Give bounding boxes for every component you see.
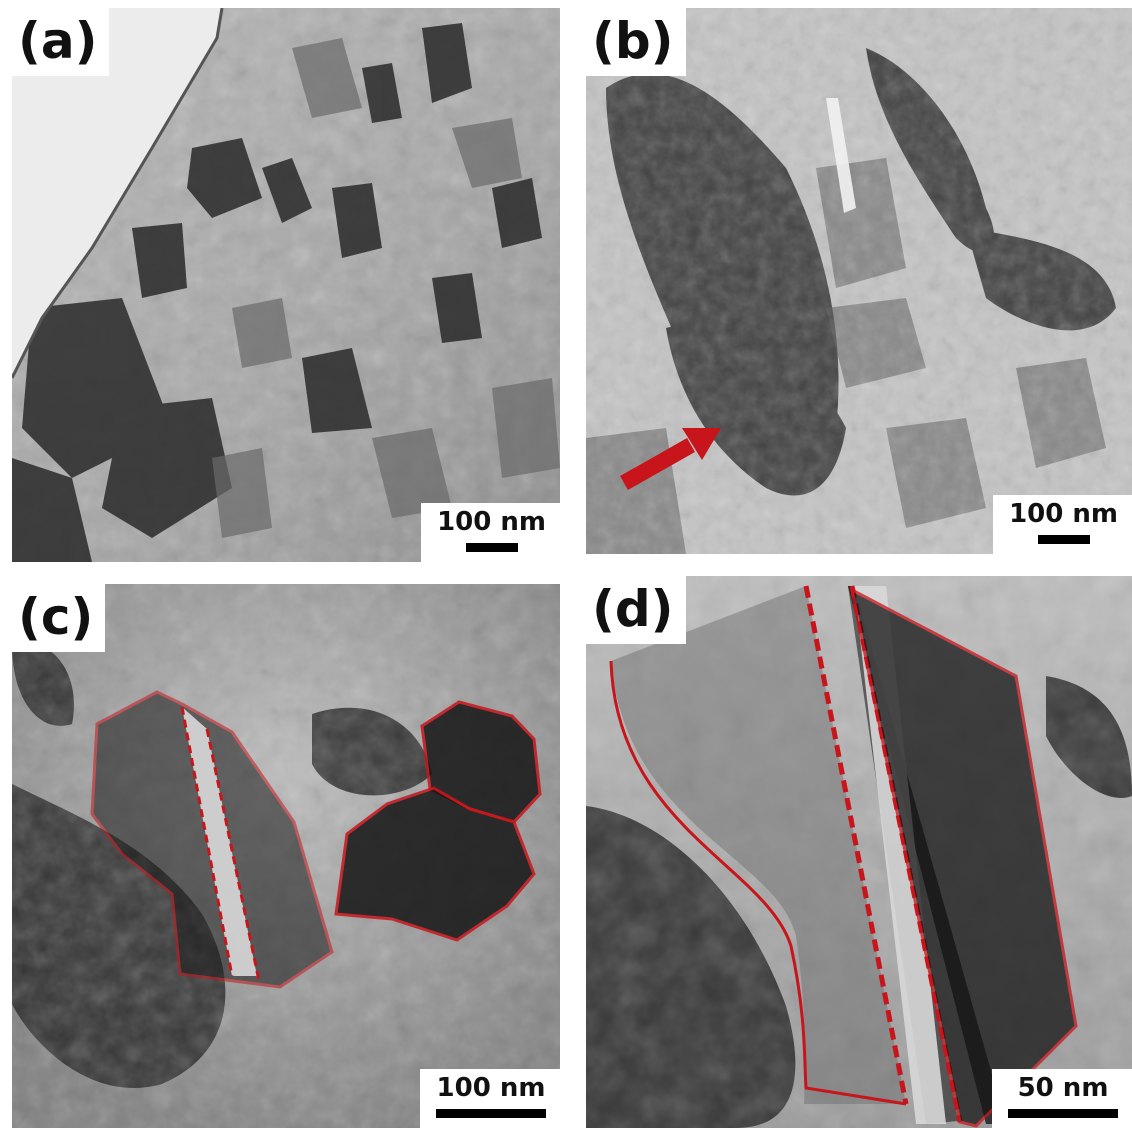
scale-bar-b: [1037, 535, 1090, 544]
panel-b-label: (b): [586, 8, 686, 76]
grain-outline-large: [609, 585, 1078, 1128]
scale-bar-a: [465, 543, 518, 552]
scale-bar-d: [1008, 1109, 1118, 1118]
panel-d-label: (d): [586, 576, 686, 644]
tem-micrograph-c: [12, 584, 560, 1128]
panel-a-scale: 100 nm: [421, 503, 560, 562]
grain-outline-left: [90, 690, 334, 989]
panel-d: (d) 50 nm: [586, 576, 1132, 1128]
scale-label-d: 50 nm: [1017, 1073, 1109, 1103]
panel-c-scale: 100 nm: [420, 1069, 560, 1128]
scale-label-c: 100 nm: [436, 1073, 546, 1103]
scale-label-b: 100 nm: [1009, 499, 1118, 529]
panel-c-label: (c): [12, 584, 106, 652]
tem-micrograph-b: [586, 8, 1132, 554]
panel-c: (c) 100 nm: [12, 584, 560, 1128]
panel-b-scale: 100 nm: [993, 495, 1132, 554]
grain-outline-right: [334, 700, 542, 942]
panel-a: (a) 100 nm: [12, 8, 560, 562]
tem-micrograph-d: [586, 576, 1132, 1128]
scale-bar-c: [436, 1109, 546, 1118]
scale-label-a: 100 nm: [437, 507, 546, 537]
panel-d-scale: 50 nm: [992, 1069, 1132, 1128]
red-arrow-icon: [620, 428, 721, 490]
panel-b: (b) 100 nm: [586, 8, 1132, 554]
panel-a-label: (a): [12, 8, 110, 76]
tem-micrograph-a: [12, 8, 560, 562]
